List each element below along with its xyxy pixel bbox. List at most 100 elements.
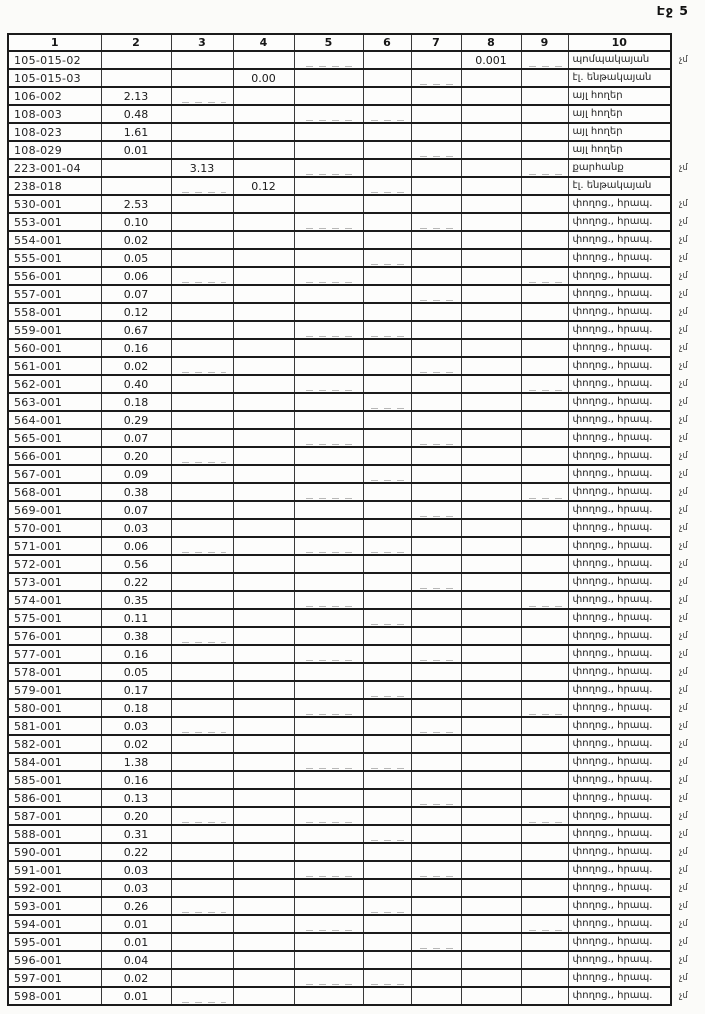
area-value-cell	[170, 392, 234, 412]
area-value-cell	[232, 140, 295, 160]
margin-annotation	[671, 177, 703, 195]
area-value-cell	[362, 338, 412, 358]
land-type-cell: փողոց., հրապ.	[567, 734, 672, 754]
area-value-cell	[293, 536, 364, 556]
area-value-cell	[170, 932, 234, 952]
area-value-cell	[460, 122, 522, 142]
area-value-cell	[520, 590, 569, 610]
area-value-cell: 0.22	[100, 842, 172, 862]
area-value-cell	[362, 968, 412, 988]
area-value-cell: 0.01	[100, 986, 172, 1006]
margin-annotation: չմ	[679, 775, 688, 785]
area-value-cell	[520, 680, 569, 700]
parcel-code-cell: 588-001	[7, 824, 102, 844]
area-value-cell	[460, 986, 522, 1006]
area-value-cell	[362, 806, 412, 826]
parcel-code-cell: 108-003	[7, 104, 102, 124]
area-value-cell	[520, 338, 569, 358]
area-value-cell: 0.02	[100, 734, 172, 754]
area-value-cell	[170, 194, 234, 214]
area-value-cell	[100, 158, 172, 178]
area-value-cell	[362, 248, 412, 268]
land-type-cell: փողոց., հրապ.	[567, 806, 672, 826]
table-row: 106-002 2.13 այլ հողեր	[7, 86, 703, 106]
area-value-cell	[410, 950, 462, 970]
area-value-cell	[410, 392, 462, 412]
area-value-cell	[293, 716, 364, 736]
table-row: 108-023 1.61 այլ հողեր	[7, 122, 703, 142]
area-value-cell	[520, 140, 569, 160]
area-value-cell	[410, 536, 462, 556]
margin-annotation: չմ	[679, 289, 688, 299]
land-type-cell: քարհանք	[567, 158, 672, 178]
land-type-cell: փողոց., հրապ.	[567, 626, 672, 646]
area-value-cell	[520, 68, 569, 88]
area-value-cell	[170, 806, 234, 826]
area-value-cell	[293, 824, 364, 844]
area-value-cell	[362, 788, 412, 808]
area-value-cell	[460, 968, 522, 988]
parcel-code-cell: 584-001	[7, 752, 102, 772]
area-value-cell	[232, 500, 295, 520]
area-value-cell	[460, 878, 522, 898]
area-value-cell	[520, 968, 569, 988]
area-value-cell	[362, 662, 412, 682]
area-value-cell: 0.001	[460, 50, 522, 70]
parcel-code-cell: 569-001	[7, 500, 102, 520]
area-value-cell	[232, 698, 295, 718]
area-value-cell	[170, 950, 234, 970]
area-value-cell	[362, 428, 412, 448]
area-value-cell	[520, 662, 569, 682]
table-row: 223-001-04 3.13 քարհանք չմ	[7, 158, 703, 178]
parcel-code-cell: 564-001	[7, 410, 102, 430]
area-value-cell	[362, 392, 412, 412]
land-type-cell: փողոց., հրապ.	[567, 410, 672, 430]
margin-annotation: չմ	[679, 667, 688, 677]
margin-annotation: չմ	[679, 811, 688, 821]
table-row: 105-015-03 0.00 էլ. ենթակայան	[7, 68, 703, 88]
area-value-cell: 0.38	[100, 626, 172, 646]
table-row: 576-001 0.38 փողոց., հրապ. չմ	[7, 626, 703, 646]
area-value-cell: 0.20	[100, 446, 172, 466]
area-value-cell	[293, 932, 364, 952]
area-value-cell	[460, 356, 522, 376]
area-value-cell	[362, 320, 412, 340]
area-value-cell	[170, 680, 234, 700]
land-type-cell: փողոց., հրապ.	[567, 194, 672, 214]
area-value-cell	[362, 140, 412, 160]
area-value-cell	[170, 716, 234, 736]
area-value-cell	[520, 698, 569, 718]
area-value-cell	[520, 266, 569, 286]
parcel-code-cell: 571-001	[7, 536, 102, 556]
area-value-cell	[293, 320, 364, 340]
area-value-cell: 0.18	[100, 698, 172, 718]
margin-annotation: չմ	[679, 883, 688, 893]
area-value-cell	[460, 518, 522, 538]
area-value-cell	[232, 896, 295, 916]
margin-annotation: չմ	[679, 991, 688, 1001]
table-row: 563-001 0.18 փողոց., հրապ. չմ	[7, 392, 703, 412]
area-value-cell	[170, 698, 234, 718]
area-value-cell	[293, 122, 364, 142]
land-type-cell: փողոց., հրապ.	[567, 698, 672, 718]
land-type-cell: փողոց., հրապ.	[567, 950, 672, 970]
area-value-cell	[460, 446, 522, 466]
margin-annotation: չմ	[679, 919, 688, 929]
area-value-cell	[232, 194, 295, 214]
land-type-cell: փողոց., հրապ.	[567, 842, 672, 862]
parcel-code-cell: 106-002	[7, 86, 102, 106]
land-type-cell: փողոց., հրապ.	[567, 986, 672, 1006]
area-value-cell	[520, 122, 569, 142]
area-value-cell	[362, 50, 412, 70]
area-value-cell	[232, 662, 295, 682]
area-value-cell	[520, 500, 569, 520]
land-type-cell: փողոց., հրապ.	[567, 644, 672, 664]
area-value-cell	[460, 770, 522, 790]
area-value-cell	[520, 212, 569, 232]
area-value-cell	[232, 986, 295, 1006]
area-value-cell	[460, 176, 522, 196]
area-value-cell	[460, 68, 522, 88]
area-value-cell: 0.22	[100, 572, 172, 592]
table-row: 582-001 0.02 փողոց., հրապ. չմ	[7, 734, 703, 754]
area-value-cell	[460, 392, 522, 412]
